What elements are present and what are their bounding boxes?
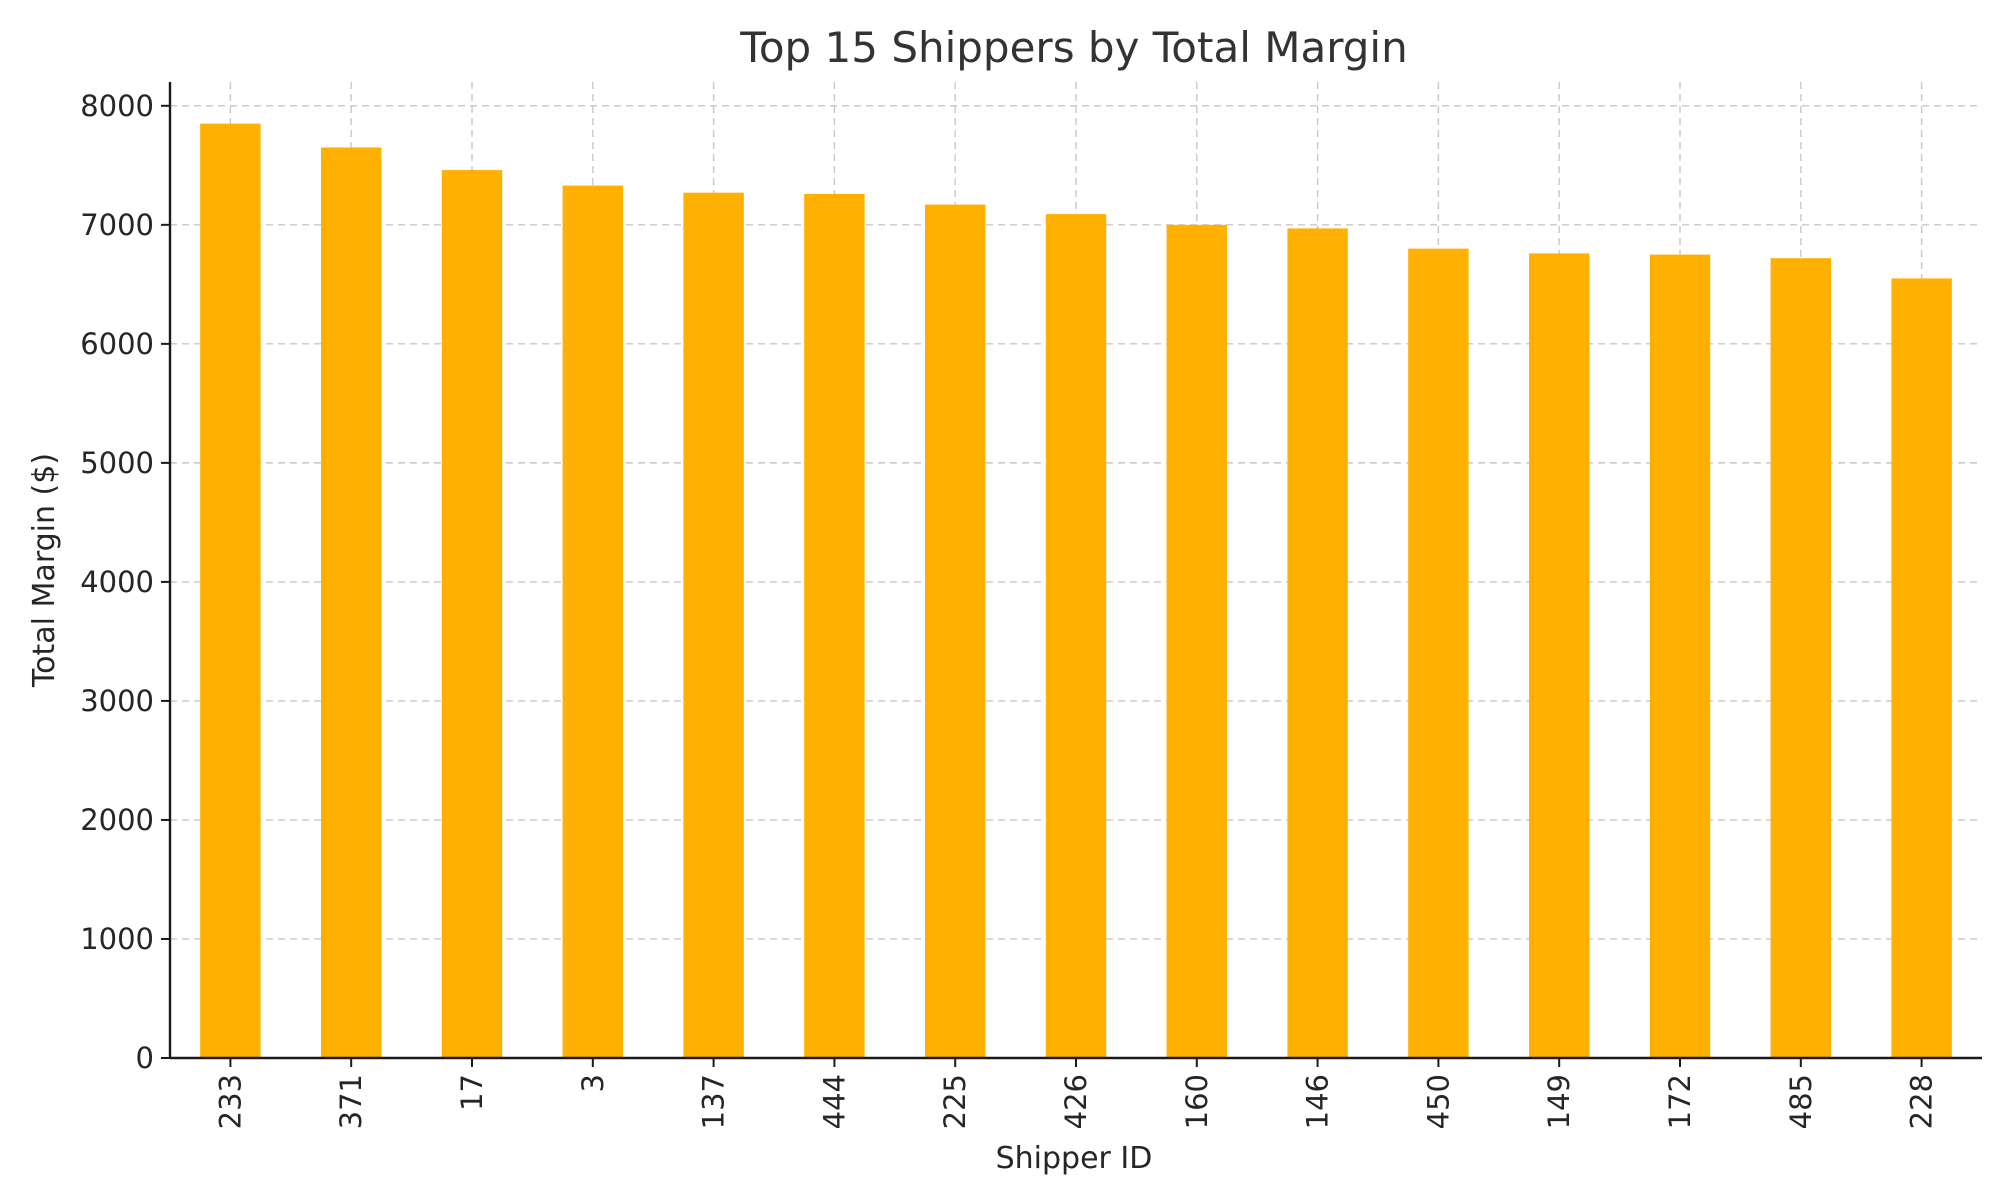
y-tick-label: 2000 (80, 803, 154, 837)
bar-228 (1891, 278, 1952, 1058)
y-tick-label: 0 (136, 1041, 154, 1075)
y-tick-label: 4000 (80, 565, 154, 599)
bar-426 (1045, 214, 1107, 1059)
y-axis-label: Total Margin ($) (27, 453, 62, 688)
bar-225 (925, 204, 986, 1059)
y-tick-label: 7000 (80, 208, 154, 242)
bar-233 (200, 123, 261, 1058)
x-tick-label: 450 (1421, 1074, 1455, 1129)
x-tick-label: 225 (938, 1074, 972, 1129)
x-tick-label: 371 (334, 1074, 368, 1129)
y-axis-ticks: 0 1000 2000 3000 4000 5000 6000 7000 8000 (80, 89, 170, 1075)
x-tick-label: 233 (213, 1074, 247, 1129)
y-tick-label: 5000 (80, 446, 154, 480)
bar-444 (804, 193, 865, 1058)
x-tick-label: 444 (817, 1074, 851, 1129)
bar-137 (683, 192, 744, 1058)
x-tick-label: 17 (455, 1074, 489, 1111)
bar-146 (1287, 228, 1348, 1058)
bars (200, 123, 1952, 1059)
bar-172 (1649, 254, 1711, 1058)
x-tick-label: 228 (1905, 1074, 1939, 1129)
x-tick-label: 137 (697, 1074, 731, 1129)
bar-17 (441, 170, 503, 1058)
bar-371 (321, 147, 382, 1059)
y-tick-label: 6000 (80, 327, 154, 361)
y-tick-label: 1000 (80, 922, 154, 956)
x-tick-label: 160 (1180, 1074, 1214, 1129)
bar-3 (562, 185, 623, 1059)
x-tick-label: 146 (1301, 1074, 1335, 1129)
x-tick-label: 149 (1542, 1074, 1576, 1129)
bar-485 (1770, 258, 1831, 1058)
x-axis-label: Shipper ID (996, 1141, 1153, 1176)
y-tick-label: 3000 (80, 684, 154, 718)
x-axis-ticks: 233 371 17 3 137 444 225 426 160 146 450 149 172 485 2… (213, 1058, 1939, 1129)
x-tick-label: 3 (576, 1074, 610, 1092)
x-tick-label: 426 (1059, 1074, 1093, 1129)
bar-450 (1408, 248, 1469, 1058)
x-tick-label: 485 (1784, 1074, 1818, 1129)
chart-title: Top 15 Shippers by Total Margin (739, 23, 1407, 72)
y-tick-label: 8000 (80, 89, 154, 123)
bar-160 (1166, 224, 1227, 1058)
bar-149 (1529, 253, 1590, 1058)
x-tick-label: 172 (1663, 1074, 1697, 1129)
